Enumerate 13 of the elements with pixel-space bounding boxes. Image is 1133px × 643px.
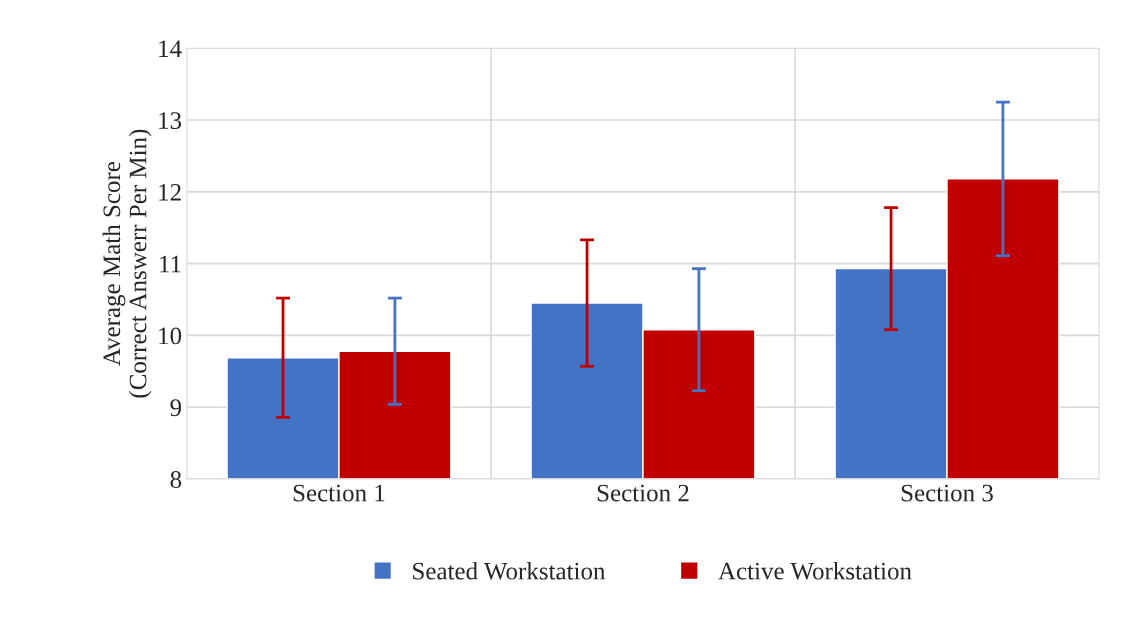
x-tick-label: Section 1 bbox=[293, 484, 385, 502]
y-axis-title: Average Math Score (Correct Answerr Per Min) bbox=[102, 129, 152, 398]
y-tick-label: 13 bbox=[159, 112, 182, 129]
legend-label: Active Workstation bbox=[718, 562, 912, 580]
y-tick-label: 14 bbox=[159, 40, 182, 57]
y-tick-label: 8 bbox=[170, 471, 182, 488]
y-tick-label: 10 bbox=[159, 327, 182, 345]
y-tick-label: 11 bbox=[160, 255, 181, 273]
y-tick-label: 9 bbox=[170, 399, 182, 417]
legend-label: Seated Workstation bbox=[413, 562, 606, 580]
x-tick-label: Section 3 bbox=[901, 484, 993, 502]
x-tick-label: Section 2 bbox=[597, 484, 689, 502]
y-tick-label: 12 bbox=[159, 183, 181, 201]
